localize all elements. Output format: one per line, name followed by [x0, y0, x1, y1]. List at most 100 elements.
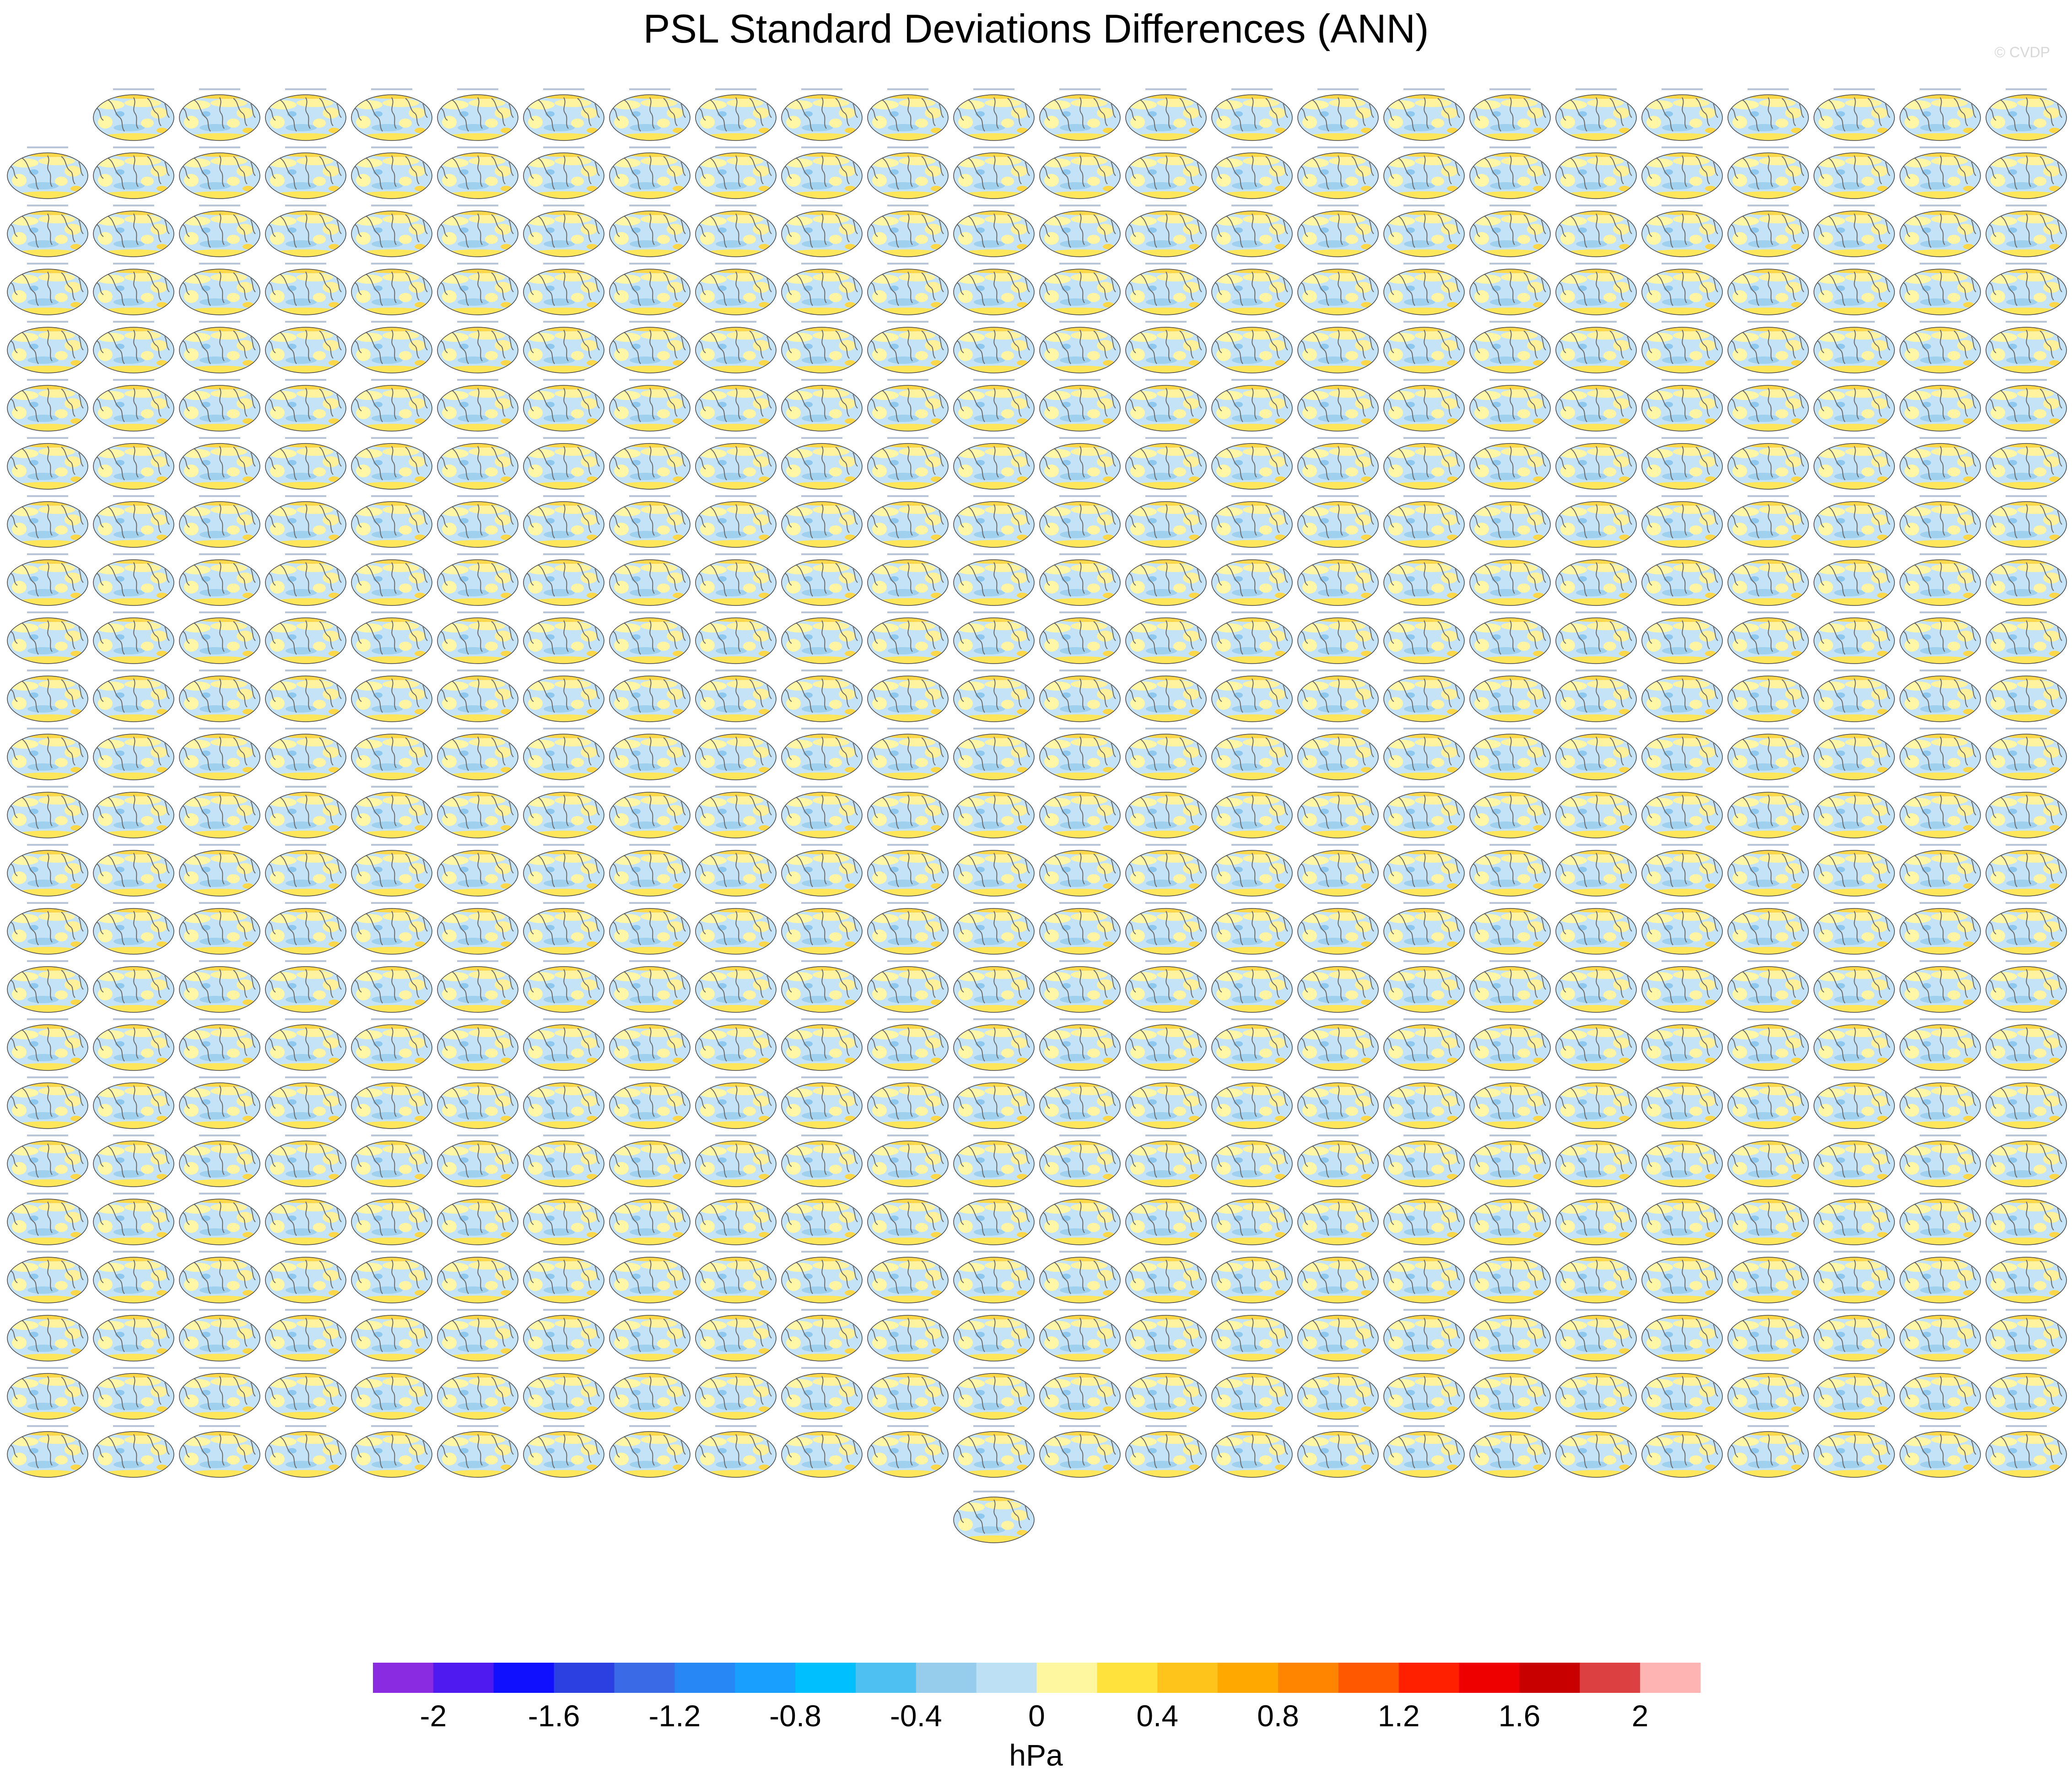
map-panel	[1986, 844, 2067, 896]
map-panel	[93, 553, 174, 605]
map-panel	[1900, 379, 1980, 431]
map-panel	[437, 495, 518, 547]
map-panel	[696, 1018, 776, 1070]
map-panel	[954, 146, 1034, 199]
map-panel	[1384, 321, 1464, 373]
map-panel	[437, 1367, 518, 1419]
map-panel	[1470, 611, 1550, 664]
map-panel	[179, 960, 260, 1012]
map-panel	[437, 960, 518, 1012]
map-panel	[1556, 1367, 1636, 1419]
map-panel	[954, 263, 1034, 315]
map-panel	[1642, 1251, 1722, 1303]
map-panel	[351, 1018, 432, 1070]
map-panel	[1298, 1076, 1378, 1129]
map-panel	[782, 88, 862, 141]
map-panel	[1814, 495, 1894, 547]
map-panel	[1040, 844, 1120, 896]
map-panel	[437, 205, 518, 257]
map-panel	[1556, 146, 1636, 199]
map-panel	[1470, 902, 1550, 954]
map-panel	[437, 88, 518, 141]
map-panel	[7, 1367, 88, 1419]
map-panel	[1212, 1193, 1292, 1245]
map-panel	[179, 263, 260, 315]
map-panel	[1900, 146, 1980, 199]
map-panel	[179, 1367, 260, 1419]
map-panel	[1040, 960, 1120, 1012]
map-panel	[179, 1251, 260, 1303]
map-panel	[954, 321, 1034, 373]
map-panel	[868, 960, 948, 1012]
map-panel	[7, 553, 88, 605]
map-panel	[1040, 263, 1120, 315]
map-panel	[610, 263, 690, 315]
map-panel	[1384, 1251, 1464, 1303]
colorbar-tick-label: 1.6	[1499, 1699, 1541, 1733]
colorbar-swatch	[674, 1663, 735, 1693]
map-panel	[265, 437, 346, 489]
map-panel	[1728, 670, 1808, 722]
map-panel	[610, 205, 690, 257]
map-panel	[868, 1135, 948, 1187]
map-panel	[868, 1193, 948, 1245]
map-panel	[610, 379, 690, 431]
map-panel	[523, 146, 604, 199]
map-panel	[1126, 1076, 1206, 1129]
map-panel	[1212, 379, 1292, 431]
map-panel	[437, 611, 518, 664]
map-panel	[7, 146, 88, 199]
map-panel	[7, 321, 88, 373]
map-panel	[954, 1076, 1034, 1129]
map-panel	[1126, 786, 1206, 838]
map-panel	[351, 902, 432, 954]
map-panel	[1986, 611, 2067, 664]
map-panel	[1642, 263, 1722, 315]
map-panel	[1814, 437, 1894, 489]
map-panel	[1126, 1367, 1206, 1419]
map-panel	[351, 379, 432, 431]
map-panel	[696, 321, 776, 373]
map-panel	[1556, 379, 1636, 431]
map-panel	[1556, 1135, 1636, 1187]
map-panel	[265, 495, 346, 547]
map-panel	[351, 495, 432, 547]
map-panel	[1212, 902, 1292, 954]
map-panel	[523, 321, 604, 373]
map-panel	[1728, 728, 1808, 780]
map-panel	[179, 553, 260, 605]
map-panel	[179, 1018, 260, 1070]
map-panel	[7, 1135, 88, 1187]
map-panel	[610, 437, 690, 489]
map-panel	[1900, 1193, 1980, 1245]
colorbar-swatch	[1580, 1663, 1640, 1693]
map-panel	[1040, 670, 1120, 722]
map-panel	[782, 553, 862, 605]
map-panel	[523, 670, 604, 722]
map-panel	[954, 88, 1034, 141]
map-panel	[610, 146, 690, 199]
map-panel	[868, 902, 948, 954]
map-panel	[696, 1425, 776, 1477]
map-panel	[868, 844, 948, 896]
map-panel	[1384, 553, 1464, 605]
map-panel	[1900, 1425, 1980, 1477]
map-panel	[523, 1018, 604, 1070]
map-panel	[1126, 1135, 1206, 1187]
map-panel	[1986, 1309, 2067, 1361]
map-panel	[868, 611, 948, 664]
map-panel	[610, 495, 690, 547]
colorbar-swatch	[795, 1663, 856, 1693]
map-panel	[1728, 437, 1808, 489]
map-panel	[1212, 670, 1292, 722]
map-panel	[1384, 611, 1464, 664]
map-panel	[523, 437, 604, 489]
map-panel	[1040, 1367, 1120, 1419]
map-panel	[1126, 1425, 1206, 1477]
map-panel	[7, 1251, 88, 1303]
map-panel	[1212, 495, 1292, 547]
map-panel	[1384, 495, 1464, 547]
map-panel	[7, 1425, 88, 1477]
map-panel	[868, 1425, 948, 1477]
map-panel	[179, 1425, 260, 1477]
